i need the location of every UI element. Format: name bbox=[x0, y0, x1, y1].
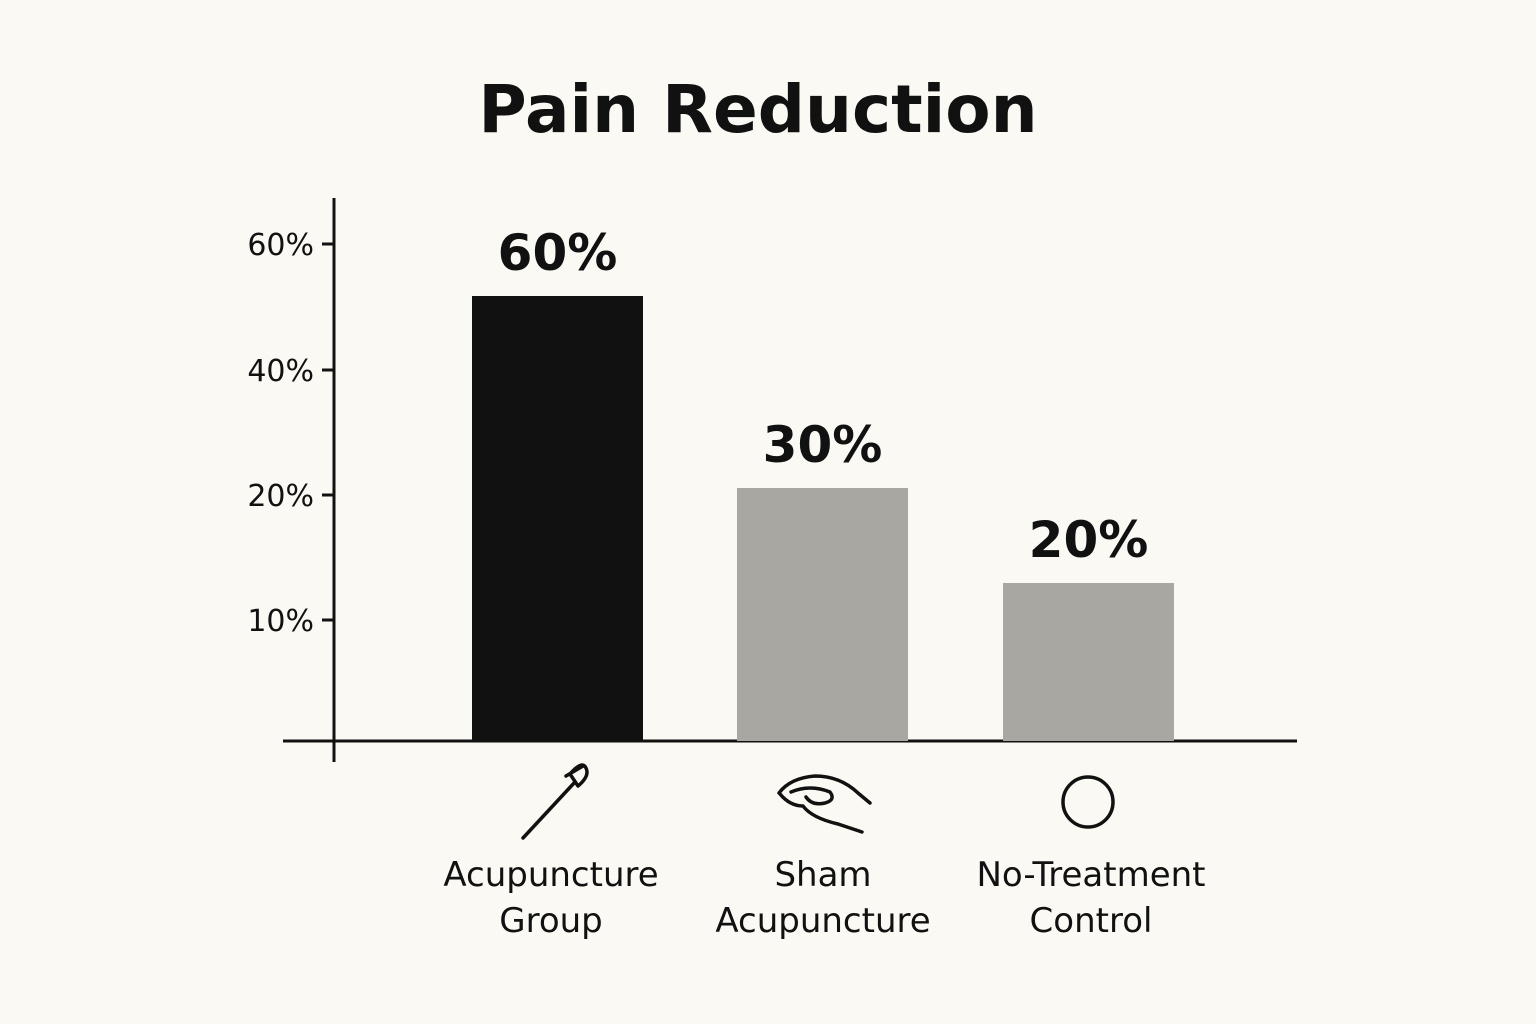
needle-icon bbox=[521, 763, 589, 840]
value-label: 20% bbox=[1029, 511, 1149, 569]
value-labels: 60% 30% 20% bbox=[498, 224, 1149, 569]
hand-icon bbox=[777, 774, 872, 834]
bars bbox=[472, 296, 1174, 741]
category-label: Acupuncture bbox=[715, 901, 930, 941]
bar-2 bbox=[737, 488, 908, 741]
value-label: 30% bbox=[763, 416, 883, 474]
y-tick-label: 10% bbox=[247, 604, 314, 639]
y-tick-label: 40% bbox=[247, 354, 314, 389]
category-label: Group bbox=[499, 901, 603, 941]
bar-3 bbox=[1003, 583, 1174, 741]
circle-icon bbox=[1061, 775, 1115, 829]
y-ticks: 10% 20% 40% 60% bbox=[247, 228, 334, 639]
chart-title: Pain Reduction bbox=[478, 71, 1037, 148]
category-label: Acupuncture bbox=[443, 855, 658, 895]
category-icons bbox=[521, 763, 1115, 840]
y-tick-label: 20% bbox=[247, 479, 314, 514]
y-tick-label: 60% bbox=[247, 228, 314, 263]
category-label: No-Treatment bbox=[976, 855, 1205, 895]
category-labels: Acupuncture Group Sham Acupuncture No-Treatm… bbox=[443, 855, 1205, 941]
value-label: 60% bbox=[498, 224, 618, 282]
category-label: Sham bbox=[774, 855, 871, 895]
category-label: Control bbox=[1030, 901, 1153, 941]
bar-1 bbox=[472, 296, 643, 741]
